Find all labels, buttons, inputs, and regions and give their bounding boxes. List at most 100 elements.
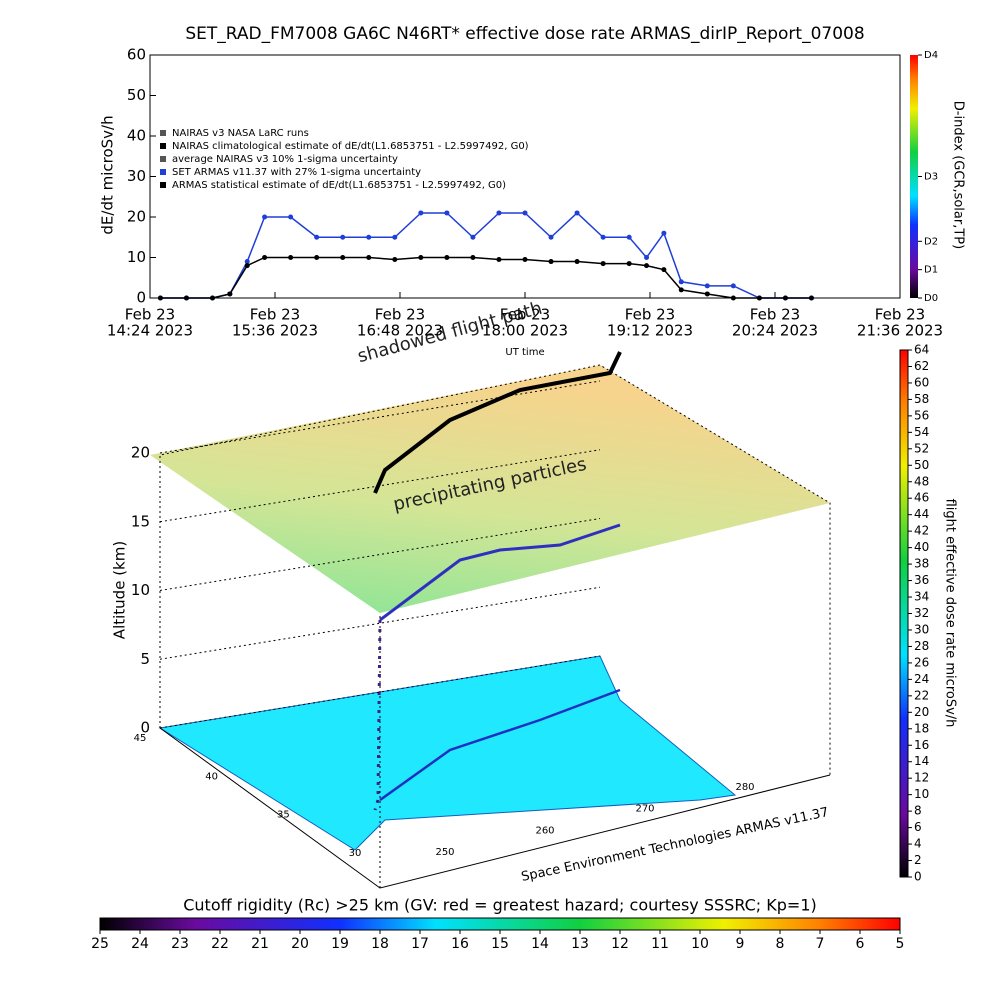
- colorbar-tick-label: 16: [451, 936, 469, 952]
- data-point: [548, 259, 554, 265]
- colorbar-tick-label: 26: [914, 655, 929, 669]
- colorbar-tick-label: 10: [914, 787, 929, 801]
- data-point: [808, 295, 814, 301]
- colorbar-tick-label: 32: [914, 606, 929, 620]
- data-point: [314, 255, 320, 260]
- colorbar-tick-label: 18: [914, 721, 929, 735]
- data-point: [262, 214, 268, 220]
- colorbar-tick-label: 34: [914, 590, 929, 604]
- y2-tick-label: D4: [924, 50, 938, 61]
- lon-tick-label: 270: [635, 804, 654, 815]
- y2-tick-label: D0: [924, 293, 938, 304]
- z-tick-label: 15: [131, 512, 150, 530]
- lat-tick-label: 30: [349, 848, 362, 859]
- data-point: [210, 295, 215, 301]
- data-point: [244, 259, 250, 265]
- data-point: [600, 234, 606, 240]
- colorbar-tick-label: 17: [411, 936, 429, 952]
- y-tick-label: 50: [127, 86, 146, 104]
- colorbar-tick-label: 0: [914, 870, 922, 884]
- data-point: [678, 279, 684, 285]
- legend-swatch: [160, 182, 166, 188]
- legend-label: average NAIRAS v3 10% 1-sigma uncertaint…: [172, 154, 398, 165]
- data-point: [626, 261, 632, 267]
- data-point: [574, 259, 580, 265]
- data-point: [644, 263, 650, 269]
- colorbar-tick-label: 48: [914, 474, 929, 488]
- data-point: [756, 295, 762, 301]
- z-grid: [159, 586, 601, 660]
- colorbar-dose: [899, 349, 909, 878]
- data-point: [444, 255, 450, 260]
- legend-label: SET ARMAS v11.37 with 27% 1-sigma uncert…: [172, 167, 421, 178]
- data-point: [340, 234, 346, 240]
- flight-path-top: [373, 351, 622, 494]
- legend-swatch: [160, 130, 166, 136]
- lon-tick-label: 280: [735, 782, 754, 793]
- colorbar-tick-label: 8: [914, 804, 922, 818]
- y2-tick-label: D3: [924, 172, 938, 183]
- x-axis-label: UT time: [505, 347, 544, 358]
- legend-label: NAIRAS climatological estimate of dE/dt(…: [172, 141, 529, 152]
- legend-swatch: [160, 143, 166, 149]
- y-axis-label: dE/dt microSv/h: [99, 115, 117, 234]
- data-point: [661, 230, 667, 236]
- colorbar-tick-label: 12: [914, 771, 929, 785]
- data-point: [496, 257, 502, 263]
- z-grid: [159, 655, 601, 729]
- z-grid: [159, 449, 601, 523]
- lon-tick-label: 260: [535, 825, 554, 836]
- colorbar-tick-label: 6: [914, 820, 922, 834]
- colorbar-tick-label: 9: [736, 936, 745, 952]
- data-point: [548, 234, 554, 240]
- legend-label: ARMAS statistical estimate of dE/dt(L1.6…: [172, 180, 506, 191]
- colorbar-tick-label: 21: [251, 936, 269, 952]
- colorbar-tick-label: 42: [914, 524, 929, 538]
- data-point: [366, 255, 372, 260]
- colorbar-tick-label: 7: [816, 936, 825, 952]
- data-point: [444, 210, 450, 216]
- colorbar-tick-label: 6: [856, 936, 865, 952]
- flight-path-ground: [379, 688, 621, 802]
- colorbar-tick-label: 14: [531, 936, 549, 952]
- colorbar-tick-label: 54: [914, 425, 929, 439]
- data-point: [314, 234, 320, 240]
- colorbar-tick-label: 25: [91, 936, 109, 952]
- data-point: [678, 287, 684, 293]
- chart-title: SET_RAD_FM7008 GA6C N46RT* effective dos…: [185, 24, 864, 44]
- x-tick-label: Feb 23: [625, 306, 675, 324]
- x-tick-label: 16:48 2023: [357, 322, 443, 340]
- x-tick-label: 19:12 2023: [607, 322, 693, 340]
- colorbar-tick-label: 22: [211, 936, 229, 952]
- colorbar-tick-label: 13: [571, 936, 589, 952]
- y-tick-label: 60: [127, 46, 146, 64]
- series-line: [160, 211, 812, 299]
- legend-swatch: [160, 156, 166, 162]
- y-tick-label: 40: [127, 127, 146, 145]
- data-point: [288, 255, 294, 260]
- data-point: [418, 210, 424, 216]
- data-point: [661, 267, 667, 273]
- data-point: [782, 295, 788, 301]
- colorbar-tick-label: 18: [371, 936, 389, 952]
- data-point: [730, 295, 736, 301]
- colorbar-tick-label: 20: [291, 936, 309, 952]
- z-tick-label: 20: [131, 444, 150, 462]
- z-grid: [159, 518, 601, 591]
- colorbar-tick-label: 38: [914, 557, 929, 571]
- colorbar-tick-label: 30: [914, 622, 929, 636]
- x-tick-label: 14:24 2023: [107, 322, 193, 340]
- data-point: [704, 283, 710, 289]
- legend-label: NAIRAS v3 NASA LaRC runs: [172, 128, 309, 139]
- flight-drop: [373, 619, 382, 811]
- x-tick-label: Feb 23: [750, 306, 800, 324]
- lat-tick-label: 35: [277, 810, 290, 821]
- data-point: [626, 234, 632, 240]
- data-point: [418, 255, 424, 260]
- colorbar-tick-label: 15: [491, 936, 509, 952]
- colorbar-tick-label: 4: [914, 837, 922, 851]
- data-point: [470, 255, 476, 260]
- x-tick-label: Feb 23: [875, 306, 925, 324]
- data-point: [183, 295, 189, 301]
- data-point: [574, 210, 580, 216]
